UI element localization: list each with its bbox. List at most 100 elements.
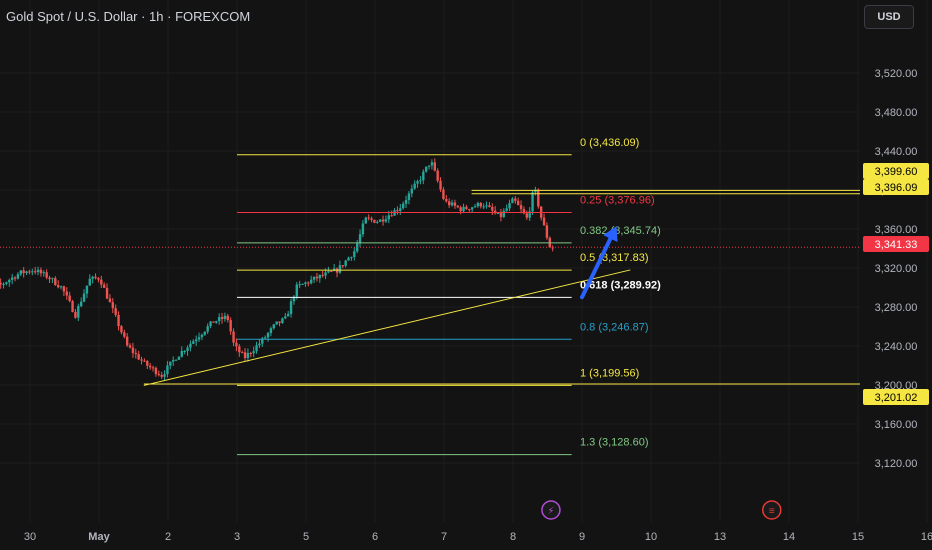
price-tag-label: 3,341.33 [875,239,918,251]
candle-body [171,360,175,362]
x-tick-label: 5 [303,531,309,543]
trendline [143,269,631,386]
candle-body [5,282,8,284]
candle-body [387,215,390,220]
candle-body [516,200,520,206]
candle-body [189,343,192,348]
candle-body [151,367,155,369]
candle-body [232,331,235,343]
candle-body [367,217,370,219]
x-tick-label: 14 [783,531,795,543]
candle-body [235,342,238,347]
candle-body [350,257,353,259]
candle-body [416,181,419,184]
candle-body [324,272,327,276]
candle-body [77,306,80,318]
y-tick-label: 3,480.00 [875,107,918,119]
candle-body [470,207,474,210]
candle-body [102,284,106,288]
candle-body [223,315,227,319]
candle-body [534,189,537,193]
candle-body [376,221,379,223]
candle-body [0,282,2,285]
candle-body [36,269,40,273]
candlestick-series [0,158,554,381]
candle-body [396,210,399,212]
candle-body [413,183,416,189]
y-tick-label: 3,520.00 [875,68,918,80]
fib-level-label: 0.5 (3,317.83) [580,252,649,264]
candle-body [255,345,258,352]
candle-body [8,279,11,283]
candle-body [459,207,462,212]
candle-body [301,283,304,285]
candle-body [318,274,321,279]
candle-body [217,317,221,322]
candle-body [134,352,137,355]
candle-body [298,284,301,286]
candle-body [56,285,60,288]
event-markers: ⚡ ≡ [541,500,782,520]
candle-body [479,202,482,207]
candle-body [442,189,445,199]
y-tick-label: 3,360.00 [875,224,918,236]
candle-body [146,360,149,366]
candle-body [220,317,224,319]
time-axis: 30 May 2 3 5 6 7 8 9 10 13 14 15 16 [24,531,932,543]
candle-body [25,271,28,274]
candle-body [485,205,488,207]
price-axis: 3,120.003,160.003,200.003,240.003,280.00… [875,68,918,470]
candle-body [100,279,103,285]
candle-body [278,321,281,323]
candle-body [28,271,31,273]
candle-body [143,360,146,362]
drawing-overlays: 0 (3,436.09) 0.25 (3,376.96) 0.382 (3,345.… [0,137,860,456]
candle-body [295,284,298,297]
candle-body [496,213,500,215]
candle-body [62,286,66,292]
fib-level-label: 0.382 (3,345.74) [580,225,661,237]
candle-body [13,277,17,279]
candle-body [163,374,166,377]
currency-button[interactable]: USD [864,5,914,29]
candle-body [85,285,89,294]
fib-level-label: 0.25 (3,376.96) [580,194,655,206]
candle-body [140,359,143,361]
candle-body [243,352,247,359]
candle-body [330,271,333,273]
candle-body [74,311,77,318]
candle-body [545,225,549,238]
candle-body [125,336,129,346]
candle-body [338,265,342,273]
x-tick-label: 9 [579,531,585,543]
candle-body [33,271,37,273]
candle-body [436,170,439,181]
x-tick-label: 16 [921,531,932,543]
candle-body [468,209,471,211]
candle-body [284,316,287,319]
candle-body [476,202,480,207]
candle-body [183,351,186,353]
candle-body [71,301,74,312]
candle-body [263,337,267,339]
candle-body [39,269,43,274]
candle-body [381,219,385,222]
candle-body [148,365,152,368]
symbol-title: Gold Spot / U.S. Dollar · 1h · FOREXCOM [6,9,251,24]
candle-body [212,321,215,323]
candle-body [59,286,63,288]
candle-body [321,274,324,276]
arrow-shaft [580,236,613,300]
candle-body [16,274,20,279]
candle-body [51,278,54,280]
candle-body [94,276,97,279]
candle-body [48,277,51,280]
candle-body [258,343,261,346]
candle-body [45,272,48,278]
us-flag-event-icon-glyph: ≡ [769,506,775,517]
price-tag-label: 3,396.09 [875,182,918,194]
candle-body [542,217,546,226]
candle-body [82,293,86,302]
candle-body [68,295,71,302]
